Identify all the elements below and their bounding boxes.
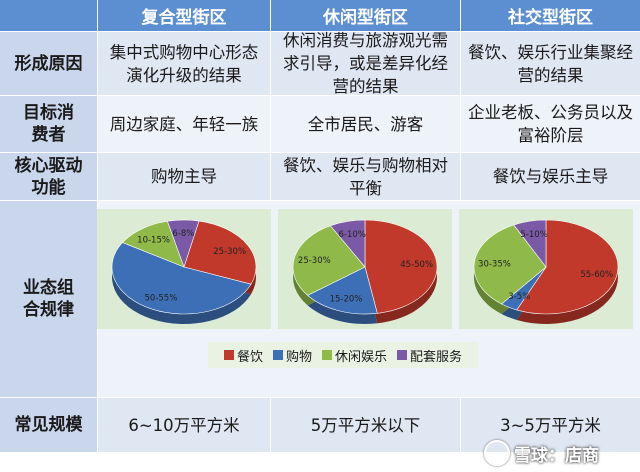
pie-slice-休闲娱乐 [473, 224, 547, 305]
cell-scale-composite: 6~10万平方米 [98, 398, 270, 452]
cell-driver-composite: 购物主导 [98, 153, 270, 200]
legend-label: 配套服务 [410, 349, 463, 365]
legend: 餐饮 购物 休闲娱乐 配套服务 [208, 342, 478, 368]
pie-data-label: 3-5% [508, 292, 530, 302]
pie-data-label: 6-10% [338, 230, 365, 240]
pie-data-label: 45-50% [400, 260, 433, 270]
pie-slice-休闲娱乐 [292, 225, 366, 296]
cell-consumers-composite: 周边家庭、年轻一族 [98, 96, 270, 152]
cell-driver-social: 餐饮与娱乐主导 [461, 153, 640, 200]
pie-slice-餐饮 [183, 220, 257, 285]
pie-data-label: 30-35% [478, 260, 511, 270]
snowball-logo-icon [484, 440, 510, 466]
pie-slice-餐饮 [516, 219, 619, 315]
pie-slice-购物 [307, 266, 378, 315]
row-label-target-consumers: 目标消费者 [0, 96, 97, 152]
row-label-formation: 形成原因 [0, 32, 97, 95]
pie-data-label: 50-55% [145, 293, 178, 303]
pie-data-label: 15-20% [330, 294, 363, 304]
pie-slice-餐饮 [364, 219, 438, 314]
header-social-block: 社交型街区 [461, 0, 640, 31]
legend-label: 餐饮 [236, 349, 263, 365]
pie-data-label: 10-15% [137, 236, 170, 246]
legend-item-shopping: 购物 [272, 346, 312, 365]
cell-scale-leisure: 5万平方米以下 [271, 398, 460, 452]
row-label-business-mix: 业态组合规律 [0, 201, 97, 397]
cell-formation-leisure: 休闲消费与旅游观光需求引导，或是差异化经营的结果 [271, 31, 460, 96]
cell-driver-leisure: 餐饮、娱乐与购物相对平衡 [271, 153, 460, 200]
pie-data-label: 5-10% [520, 230, 547, 240]
legend-swatch [397, 350, 408, 360]
pie-slice-配套服务 [329, 219, 366, 268]
pie-data-label: 6-8% [172, 229, 194, 239]
header-composite-block: 复合型街区 [98, 0, 270, 31]
legend-label: 购物 [285, 349, 312, 365]
legend-item-dining: 餐饮 [223, 346, 263, 365]
cell-formation-composite: 集中式购物中心形态演化升级的结果 [98, 32, 270, 95]
row-label-scale: 常见规模 [0, 398, 97, 452]
pie-slice-配套服务 [513, 219, 547, 268]
pie-data-label: 25-30% [213, 247, 246, 257]
legend-swatch [322, 350, 332, 360]
legend-item-services: 配套服务 [397, 346, 462, 365]
row-label-core-driver: 核心驱动功能 [0, 153, 97, 200]
watermark-text: 雪球：店商 [514, 445, 599, 466]
legend-label: 休闲娱乐 [335, 349, 388, 365]
cell-consumers-leisure: 全市居民、游客 [271, 96, 460, 152]
legend-item-leisure: 休闲娱乐 [322, 346, 387, 365]
pie-slice-购物 [111, 242, 252, 315]
legend-swatch [272, 350, 283, 360]
pie-data-label: 25-30% [298, 256, 331, 266]
pie-slice-休闲娱乐 [122, 220, 185, 268]
header-leisure-block: 休闲型街区 [271, 0, 460, 31]
pie-slice-配套服务 [166, 219, 200, 268]
cell-consumers-social: 企业老板、公务员以及富裕阶层 [461, 96, 640, 152]
cell-formation-social: 餐饮、娱乐行业集聚经营的结果 [461, 32, 640, 95]
pie-data-label: 55-60% [580, 270, 613, 280]
watermark: 雪球：店商 [484, 440, 599, 466]
legend-swatch [223, 350, 234, 360]
header-corner [0, 0, 97, 31]
